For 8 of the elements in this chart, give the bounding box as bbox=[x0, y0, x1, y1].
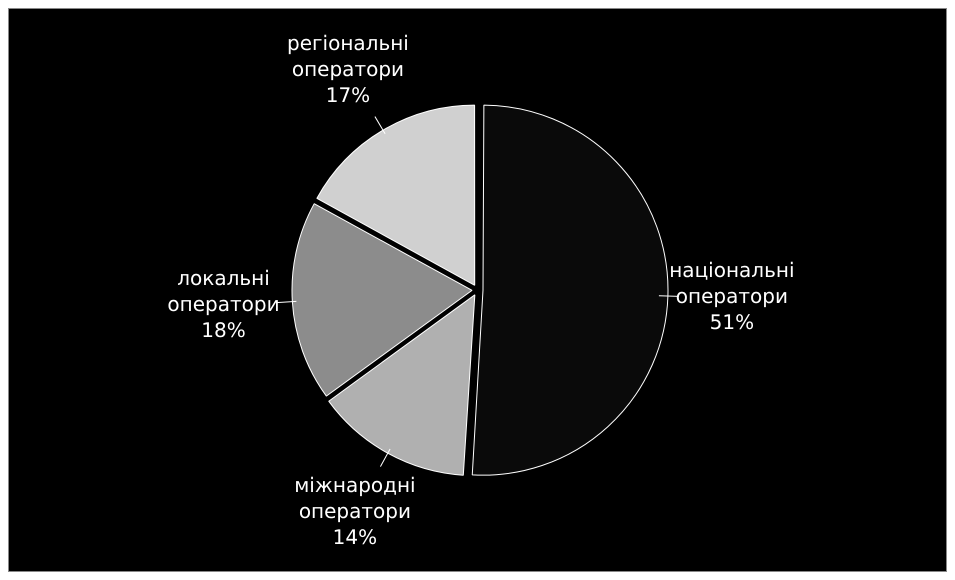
slice-label: локальні оператори bbox=[167, 266, 280, 316]
data-label: 17% bbox=[326, 83, 370, 108]
data-label: 51% bbox=[710, 310, 754, 334]
data-label: 14% bbox=[332, 525, 378, 550]
slice-label: національні оператори bbox=[669, 258, 795, 308]
slice-label: міжнародні оператори bbox=[294, 473, 416, 524]
data-label: 18% bbox=[201, 318, 246, 342]
slice-label: регіональні оператори bbox=[287, 31, 409, 82]
